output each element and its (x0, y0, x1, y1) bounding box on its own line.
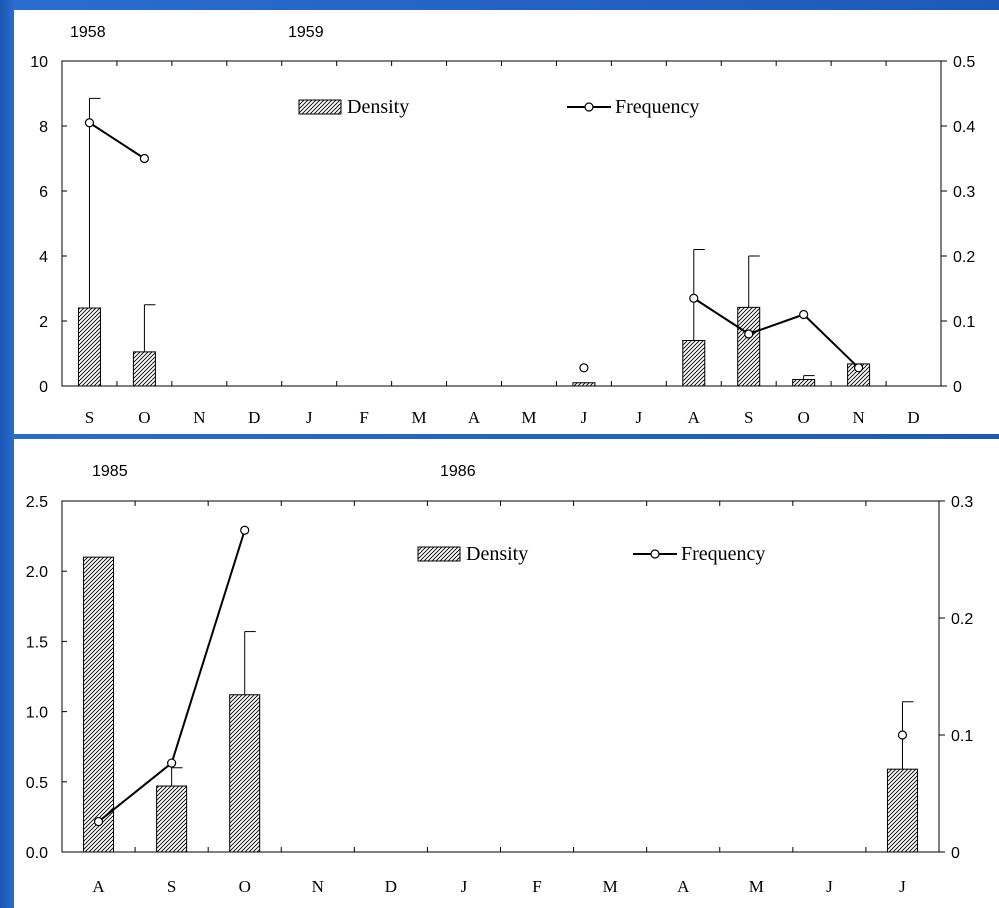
x-tick-label: J (461, 877, 468, 896)
chart-panel-bottom: A S O N D J F M A M J J 0.0 0.5 1.0 1.5 2.0 2.5 0 0.1 0.2 0.3… (14, 439, 999, 908)
y-left-tick-label: 0 (39, 379, 48, 396)
frequency-line-segment (88, 121, 145, 160)
x-tick-label: O (138, 408, 150, 427)
x-tick-label: M (412, 408, 427, 427)
frequency-point (139, 153, 150, 164)
x-tick-label: O (798, 408, 810, 427)
density-bar (792, 379, 816, 387)
legend-frequency-label: Frequency (681, 543, 765, 565)
y-left-tick-label: 0.5 (26, 775, 48, 792)
density-bar (229, 694, 261, 853)
y-right-tick-label: 0 (953, 379, 962, 396)
y-right-tick-label: 0.2 (951, 611, 973, 628)
legend-frequency-marker (584, 102, 594, 112)
frequency-line-segment (97, 762, 173, 823)
legend-density-swatch (417, 546, 461, 562)
legend-density-label: Density (347, 96, 409, 118)
x-tick-label: N (852, 408, 864, 427)
x-tick-label: O (239, 877, 251, 896)
x-tick-label: J (899, 877, 906, 896)
y-right-tick-label: 0.1 (953, 314, 975, 331)
chart-panel-top: S O N D J F M A M J J A S O N D 0 2 4 6 8 10 0 0.1 0.2 0.3 0.4 0.5 1… (14, 10, 999, 434)
frequency-point (799, 309, 809, 320)
y-right-tick-label: 0.2 (953, 249, 975, 266)
y-left-tick-label: 0.0 (26, 845, 48, 862)
y-right-tick-label: 0 (951, 845, 960, 862)
x-tick-label: M (603, 877, 618, 896)
density-bar (737, 306, 761, 387)
frequency-line-segment (802, 313, 860, 369)
frequency-line-segment (170, 529, 246, 764)
y-left-tick-label: 2 (39, 314, 48, 331)
density-bar (77, 307, 101, 387)
frequency-point (853, 363, 864, 373)
legend-density-label: Density (466, 543, 528, 565)
y-right-tick-label: 0.3 (953, 184, 975, 201)
year-label: 1986 (440, 463, 476, 480)
x-tick-label: S (744, 408, 753, 427)
y-left-tick-label: 6 (39, 184, 48, 201)
frequency-line-segment (693, 297, 750, 335)
y-left-tick-label: 10 (30, 54, 48, 71)
y-left-tick-label: 2.5 (26, 494, 48, 511)
x-tick-label: S (167, 877, 176, 896)
chart-top: S O N D J F M A M J J A S O N D 0 2 4 6 8 10 0 0.1 0.2 0.3 0.4 0.5 1… (30, 24, 975, 427)
plot-frame (61, 60, 942, 387)
frequency-point (897, 730, 908, 740)
density-bar (886, 768, 918, 853)
x-tick-label: M (749, 877, 764, 896)
x-tick-label: F (359, 408, 368, 427)
y-left-tick-label: 1.5 (26, 634, 48, 651)
x-tick-label: D (385, 877, 397, 896)
density-bar (682, 340, 706, 387)
x-tick-label: J (581, 408, 588, 427)
frequency-line-segment (748, 313, 804, 335)
frequency-point (84, 118, 95, 128)
x-tick-label: J (306, 408, 313, 427)
density-bar (83, 556, 115, 853)
y-left-tick-label: 2.0 (26, 564, 48, 581)
x-tick-label: N (312, 877, 324, 896)
x-tick-label: A (677, 877, 690, 896)
x-tick-label: S (85, 408, 94, 427)
density-bar (572, 382, 596, 387)
legend-frequency-marker (650, 549, 660, 559)
year-label: 1959 (288, 24, 324, 41)
chart-bottom: A S O N D J F M A M J J 0.0 0.5 1.0 1.5 2.0 2.5 0 0.1 0.2 0.3… (26, 463, 974, 896)
x-tick-label: A (92, 877, 105, 896)
frequency-point (240, 525, 250, 535)
year-label: 1985 (92, 463, 128, 480)
x-tick-label: D (907, 408, 919, 427)
frequency-point (744, 329, 754, 339)
y-right-tick-label: 0.1 (951, 728, 973, 745)
x-tick-label: N (193, 408, 205, 427)
x-tick-label: A (468, 408, 481, 427)
y-left-tick-label: 1.0 (26, 705, 48, 722)
frequency-point (579, 363, 589, 373)
x-tick-label: M (521, 408, 536, 427)
y-right-tick-label: 0.3 (951, 494, 973, 511)
legend-density-swatch (298, 99, 342, 115)
x-tick-label: J (636, 408, 643, 427)
density-bar (156, 785, 188, 853)
y-left-tick-label: 8 (39, 119, 48, 136)
x-tick-label: A (688, 408, 701, 427)
year-label: 1958 (70, 24, 106, 41)
density-bar (132, 351, 156, 387)
x-tick-label: D (248, 408, 260, 427)
legend-frequency-label: Frequency (615, 96, 699, 118)
y-left-tick-label: 4 (39, 249, 48, 266)
frequency-point (689, 293, 699, 303)
y-right-tick-label: 0.5 (953, 54, 975, 71)
frequency-point (167, 758, 177, 768)
y-right-tick-label: 0.4 (953, 119, 975, 136)
x-tick-label: J (826, 877, 833, 896)
frequency-point (93, 816, 104, 827)
x-tick-label: F (532, 877, 541, 896)
